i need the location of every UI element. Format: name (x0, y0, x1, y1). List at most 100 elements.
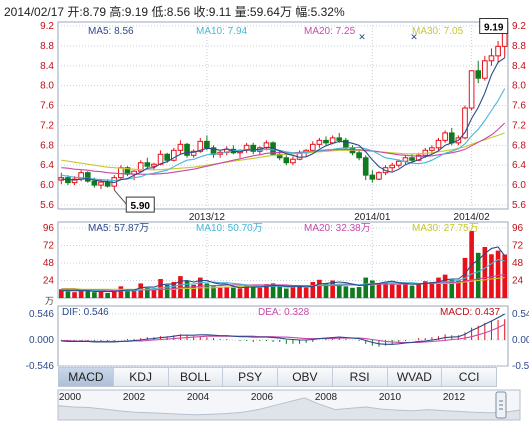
candle-body (91, 180, 98, 186)
macd-ytick-right: 0.000 (512, 335, 529, 346)
volume-bar (403, 282, 408, 298)
price-ytick-right: 6.8 (512, 140, 526, 151)
volume-bar (111, 290, 117, 298)
volume-bar (131, 289, 137, 298)
candle-body (429, 147, 435, 151)
tab-macd[interactable]: MACD (59, 368, 114, 386)
candle-body (151, 163, 157, 167)
event-marker-icon: ✕ (358, 32, 366, 42)
volume-bar (310, 281, 316, 298)
price-ytick-left: 5.6 (40, 200, 54, 211)
price-panel-frame (57, 21, 509, 210)
candle-body (204, 140, 210, 149)
volume-bar (250, 287, 256, 298)
navigator-area (57, 397, 521, 421)
candle-body (495, 45, 501, 57)
candle-body (482, 60, 488, 79)
volume-bar (92, 292, 97, 298)
tab-wvad[interactable]: WVAD (388, 368, 443, 386)
candle-body (462, 107, 468, 139)
price-legend-ma30: MA30: 7.05 (412, 26, 464, 37)
event-marker-icon: ✕ (410, 32, 418, 42)
candle-body (104, 181, 111, 187)
volume-bar (422, 281, 428, 298)
candle-body (290, 158, 296, 164)
volume-bar (204, 283, 210, 298)
volume-bar (376, 283, 382, 298)
volume-bar (290, 287, 296, 298)
candle-body (356, 152, 362, 159)
volume-bar (475, 252, 481, 298)
tab-boll[interactable]: BOLL (169, 368, 224, 386)
candle-body (283, 157, 290, 164)
volume-bar (191, 284, 196, 298)
macd-ytick-left: 0.546 (29, 309, 54, 320)
macd-ytick-left: 0.000 (29, 335, 54, 346)
volume-bar (323, 283, 329, 298)
candle-body (309, 143, 316, 151)
volume-bar (171, 281, 177, 298)
navigator-year-label: 2010 (379, 392, 402, 403)
candle-body (184, 143, 190, 156)
volume-unit-label: 万 (45, 296, 54, 306)
macd-legend-dif: DIF: 0.546 (62, 307, 109, 318)
price-ytick-right: 7.2 (512, 120, 526, 131)
tab-psy[interactable]: PSY (223, 368, 278, 386)
macd-dea-line (61, 323, 505, 343)
macd-panel-frame (57, 305, 509, 367)
volume-bar (449, 279, 455, 298)
volume-bar (98, 291, 104, 298)
tab-obv[interactable]: OBV (278, 368, 333, 386)
price-ytick-right: 9.2 (512, 21, 526, 32)
volume-bar (370, 280, 375, 298)
volume-bar (257, 287, 263, 298)
candle-body (177, 143, 184, 151)
price-ytick-right: 8.0 (512, 81, 526, 92)
price-ytick-right: 6.0 (512, 180, 526, 191)
tab-cci[interactable]: CCI (458, 370, 480, 384)
volume-legend-ma30: MA30: 27.75万 (412, 223, 479, 234)
navigator-year-label: 2002 (123, 392, 146, 403)
volume-bar (118, 286, 124, 298)
volume-bar (58, 289, 64, 298)
volume-bar (65, 291, 71, 298)
candle-body (137, 162, 144, 172)
volume-bar (336, 284, 342, 298)
volume-bar (283, 288, 289, 298)
volume-bar (138, 283, 144, 298)
candle-body (402, 157, 409, 162)
high-marker-label: 9.19 (484, 22, 504, 33)
indicator-tabs: MACD KDJ BOLL PSY OBV RSI WVAD CCI (58, 367, 497, 387)
candle-body (376, 172, 382, 180)
volume-legend-ma10: MA10: 50.70万 (196, 223, 263, 234)
macd-dif-line (61, 313, 505, 345)
price-xtick-label: 2014/02 (454, 212, 491, 223)
navigator-year-label: 2008 (315, 392, 338, 403)
price-xtick-label: 2013/12 (189, 212, 226, 223)
tab-rsi[interactable]: RSI (333, 368, 388, 386)
price-ytick-left: 8.0 (40, 81, 54, 92)
volume-bar (389, 284, 395, 298)
candle-body (164, 153, 171, 161)
price-ytick-right: 6.4 (512, 160, 526, 171)
candle-body (98, 181, 104, 186)
navigator-handle[interactable] (495, 391, 507, 419)
price-ma5-line (61, 57, 506, 184)
volume-bar (297, 285, 302, 298)
volume-ytick-right: 48 (512, 258, 524, 269)
price-ytick-right: 7.6 (512, 101, 526, 112)
volume-bar (85, 290, 91, 298)
candle-body (435, 139, 442, 149)
candle-body (488, 55, 495, 62)
volume-bar (264, 284, 269, 298)
volume-bar (125, 289, 130, 298)
volume-bar (502, 254, 508, 298)
volume-bar (416, 283, 421, 298)
volume-bar (482, 246, 488, 298)
tab-kdj[interactable]: KDJ (114, 368, 169, 386)
volume-bar (145, 287, 150, 298)
volume-bar (164, 284, 170, 298)
volume-ma5-line (61, 246, 506, 292)
price-ytick-left: 8.4 (40, 61, 54, 72)
volume-bar (456, 280, 461, 298)
